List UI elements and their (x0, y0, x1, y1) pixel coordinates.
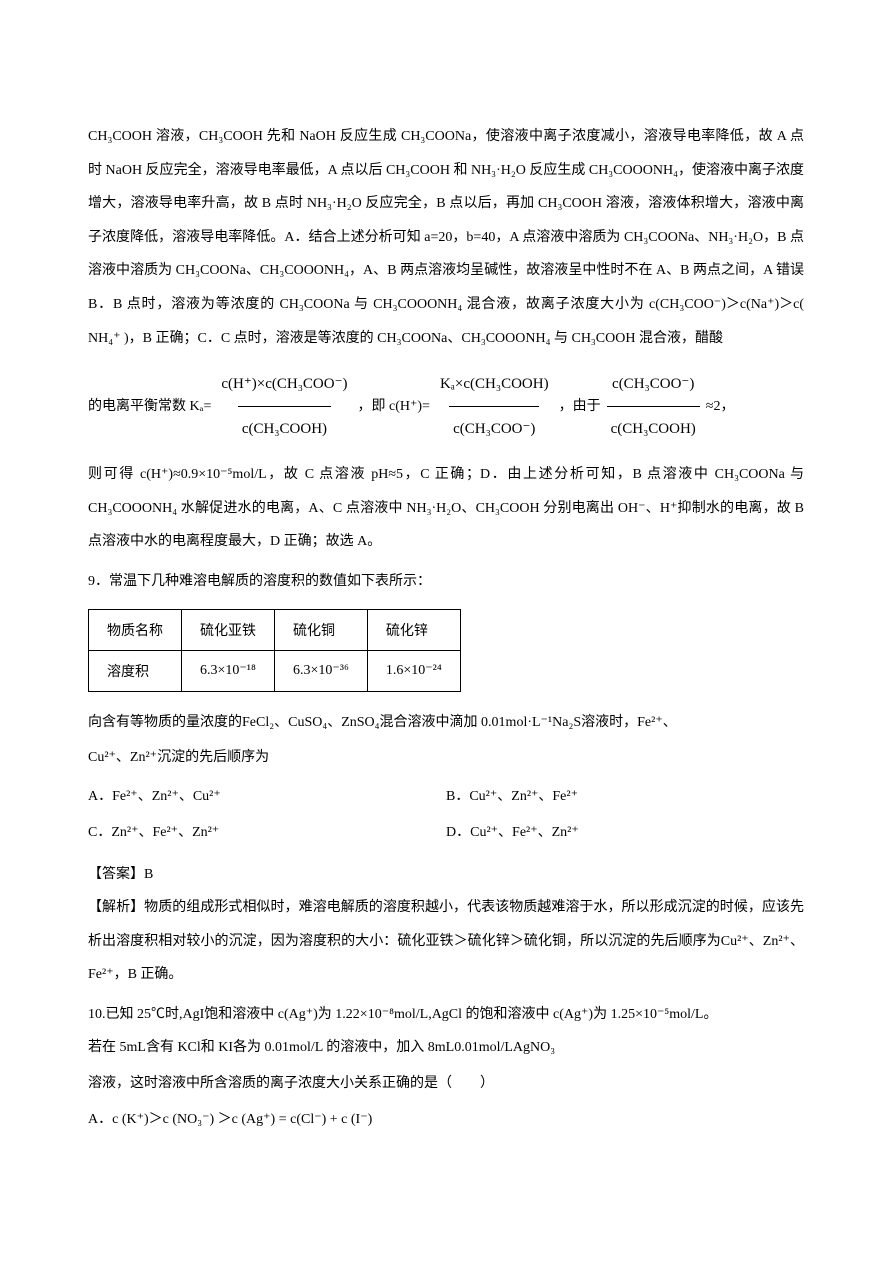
q9-body1: 向含有等物质的量浓度的FeCl₂、CuSO₄、ZnSO₄混合溶液中滴加 0.01… (88, 706, 804, 740)
q9-answer: 【答案】B (88, 858, 804, 892)
q8-formula-mid1: ，即 c(H⁺)= (358, 387, 430, 426)
q9-th-1: 硫化亚铁 (182, 609, 275, 650)
q9-options: A．Fe²⁺、Zn²⁺、Cu²⁺ B．Cu²⁺、Zn²⁺、Fe²⁺ C．Zn²⁺… (88, 779, 804, 852)
q8-frac1-num: c(H⁺)×c(CH₃COO⁻) (217, 363, 351, 406)
q9-explain: 【解析】物质的组成形式相似时，难溶电解质的溶度积越小，代表该物质越难溶于水，所以… (88, 891, 804, 992)
q8-formula-tail: ≈2， (706, 387, 735, 426)
q8-formula-prefix: 的电离平衡常数 Kₐ= (88, 387, 211, 426)
q8-formula-mid2: ，由于 (559, 387, 601, 426)
q10-stem3: 溶液，这时溶液中所含溶质的离子浓度大小关系正确的是（ ） (88, 1067, 804, 1101)
q9-option-c[interactable]: C．Zn²⁺、Fe²⁺、Zn²⁺ (88, 815, 446, 851)
q9-option-d[interactable]: D．Cu²⁺、Fe²⁺、Zn²⁺ (446, 815, 804, 851)
q8-frac1-den: c(CH₃COOH) (238, 406, 331, 450)
q8-frac2-den: c(CH₃COO⁻) (449, 406, 539, 450)
q8-explanation-p2: 则可得 c(H⁺)≈0.9×10⁻⁵mol/L，故 C 点溶液 pH≈5，C 正… (88, 458, 804, 559)
q10-option-a[interactable]: A．c (K⁺)＞c (NO₃⁻) ＞c (Ag⁺) = c(Cl⁻) + c … (88, 1103, 804, 1137)
q8-frac3: c(CH₃COO⁻) c(CH₃COOH) (607, 363, 700, 450)
table-row: 物质名称 硫化亚铁 硫化铜 硫化锌 (89, 609, 461, 650)
q8-frac2-num: Kₐ×c(CH₃COOH) (436, 363, 553, 406)
q9-td-0-1: 6.3×10⁻¹⁸ (182, 650, 275, 691)
q10-stem2: 若在 5mL含有 KCl和 KI各为 0.01mol/L 的溶液中，加入 8mL… (88, 1031, 804, 1065)
q9-option-b[interactable]: B．Cu²⁺、Zn²⁺、Fe²⁺ (446, 779, 804, 815)
q8-frac3-den: c(CH₃COOH) (607, 406, 700, 450)
q9-stem: 9．常温下几种难溶电解质的溶度积的数值如下表所示： (88, 565, 804, 599)
q8-frac3-num: c(CH₃COO⁻) (608, 363, 698, 406)
q9-th-3: 硫化锌 (367, 609, 460, 650)
q9-th-2: 硫化铜 (275, 609, 368, 650)
q9-table: 物质名称 硫化亚铁 硫化铜 硫化锌 溶度积 6.3×10⁻¹⁸ 6.3×10⁻³… (88, 609, 461, 692)
q9-td-0-3: 1.6×10⁻²⁴ (367, 650, 460, 691)
table-row: 溶度积 6.3×10⁻¹⁸ 6.3×10⁻³⁶ 1.6×10⁻²⁴ (89, 650, 461, 691)
q8-frac1: c(H⁺)×c(CH₃COO⁻) c(CH₃COOH) (217, 363, 351, 450)
q8-frac2: Kₐ×c(CH₃COOH) c(CH₃COO⁻) (436, 363, 553, 450)
q9-body2: Cu²⁺、Zn²⁺沉淀的先后顺序为 (88, 741, 804, 775)
q8-explanation-p1: CH₃COOH 溶液，CH₃COOH 先和 NaOH 反应生成 CH₃COONa… (88, 120, 804, 355)
q9-option-a[interactable]: A．Fe²⁺、Zn²⁺、Cu²⁺ (88, 779, 446, 815)
q9-th-0: 物质名称 (89, 609, 182, 650)
q10-stem1: 10.已知 25℃时,AgI饱和溶液中 c(Ag⁺)为 1.22×10⁻⁸mol… (88, 998, 804, 1032)
q9-td-0-0: 溶度积 (89, 650, 182, 691)
q8-formula-line: 的电离平衡常数 Kₐ= c(H⁺)×c(CH₃COO⁻) c(CH₃COOH) … (88, 363, 804, 450)
q9-td-0-2: 6.3×10⁻³⁶ (275, 650, 368, 691)
